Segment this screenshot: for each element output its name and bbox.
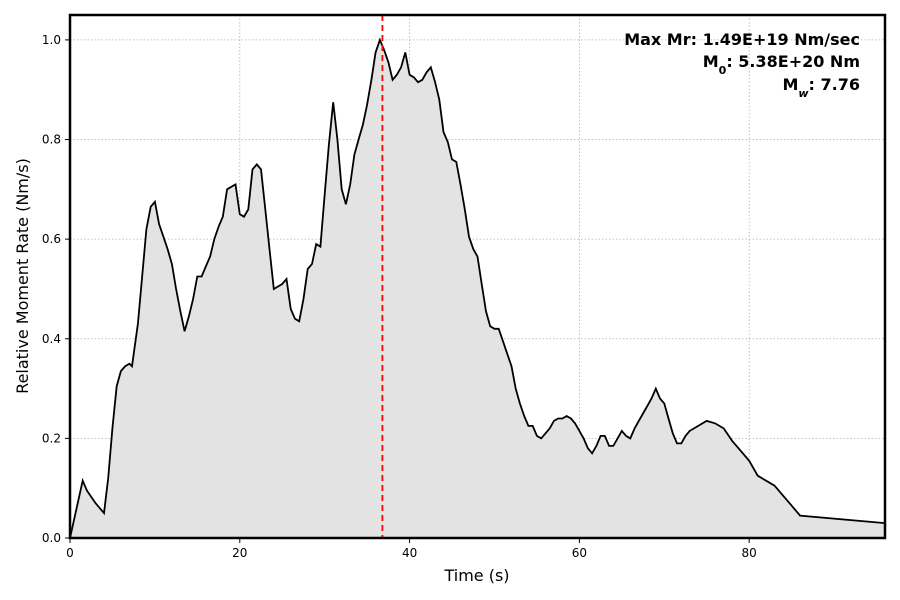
moment-magnitude-annotation: Mw: 7.76: [782, 75, 860, 100]
y-tick-label-1: 0.2: [42, 431, 61, 445]
y-tick-label-3: 0.6: [42, 232, 61, 246]
x-tick-label-1: 20: [232, 546, 247, 560]
x-axis-label: Time (s): [443, 566, 509, 585]
x-tick-label-2: 40: [402, 546, 417, 560]
y-tick-label-4: 0.8: [42, 133, 61, 147]
y-tick-label-0: 0.0: [42, 531, 61, 545]
x-tick-label-3: 60: [572, 546, 587, 560]
moment-rate-line: [70, 37, 885, 538]
seismic-moment-annotation: M0: 5.38E+20 Nm: [703, 52, 860, 77]
axis-ticks: 0 20 40 60 80 0.0 0.2 0.4 0.6 0.8 1.0: [42, 33, 757, 560]
x-tick-label-0: 0: [66, 546, 74, 560]
y-tick-label-5: 1.0: [42, 33, 61, 47]
y-axis-label: Relative Moment Rate (Nm/s): [13, 158, 32, 394]
y-tick-label-2: 0.4: [42, 332, 61, 346]
x-tick-label-4: 80: [742, 546, 757, 560]
max-moment-rate-annotation: Max Mr: 1.49E+19 Nm/sec: [624, 30, 860, 49]
moment-rate-area: [70, 39, 885, 538]
plot-frame: [68, 13, 887, 540]
